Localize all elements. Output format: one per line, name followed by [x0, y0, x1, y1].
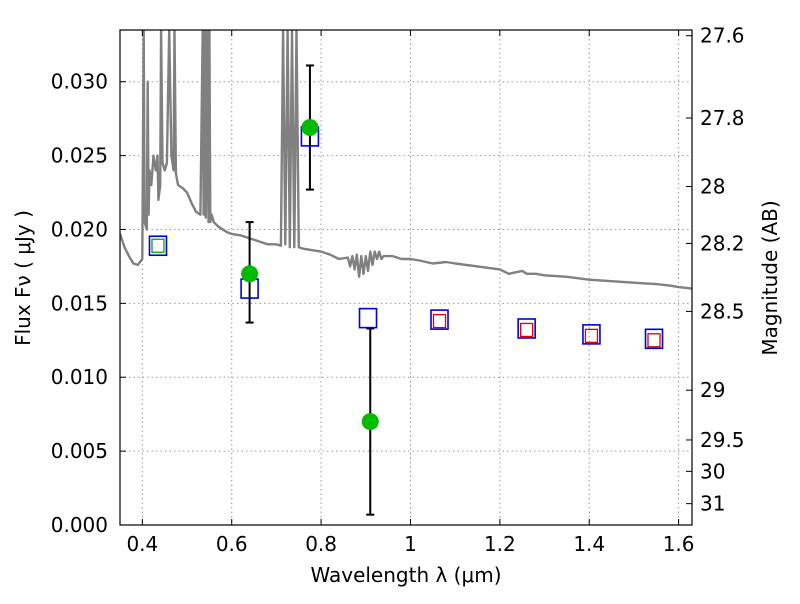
x-axis-title: Wavelength λ (μm): [310, 563, 501, 587]
x-tick-label: 1.4: [573, 532, 605, 556]
y-tick-label: 0.000: [51, 513, 108, 537]
y-tick-label: 0.015: [51, 291, 108, 315]
x-tick-label: 1.6: [663, 532, 695, 556]
model-square-red: [520, 322, 534, 338]
y2-tick-label: 28: [700, 174, 725, 198]
x-tick-label: 0.4: [126, 532, 158, 556]
model-square-red: [432, 313, 447, 329]
observed-point: [361, 413, 379, 431]
y-tick-label: 0.030: [51, 70, 108, 94]
model-square-blue: [358, 307, 378, 329]
y-axis-title: Flux Fν ( μJy ): [11, 210, 35, 346]
x-tick-label: 1.2: [484, 532, 516, 556]
observed-point: [241, 265, 259, 283]
y2-tick-label: 29: [700, 378, 725, 402]
x-tick-label: 0.6: [216, 532, 248, 556]
model-square-green: [151, 238, 165, 253]
y-tick-label: 0.025: [51, 144, 108, 168]
observed-point: [301, 119, 319, 137]
y2-tick-label: 27.6: [700, 24, 745, 48]
model-square-blue: [582, 324, 601, 345]
y2-axis-title: Magnitude (AB): [758, 200, 782, 355]
model-square-blue: [430, 309, 449, 330]
y-tick-label: 0.010: [51, 365, 108, 389]
plot-frame: [119, 29, 693, 526]
spectrum-line: [120, 30, 692, 290]
y2-tick-label: 31: [700, 492, 725, 516]
spectrum-layer: [120, 30, 692, 290]
model-square-blue: [644, 328, 664, 350]
y2-tick-label: 30: [700, 459, 725, 483]
y2-tick-label: 28.5: [700, 299, 745, 323]
x-tick-label: 1: [404, 532, 417, 556]
y2-tick-label: 27.8: [700, 106, 745, 130]
model-square-blue: [517, 318, 536, 339]
y-tick-label: 0.020: [51, 217, 108, 241]
y2-tick-label: 29.5: [700, 428, 745, 452]
model-square-red: [584, 328, 599, 344]
grid-lines: [120, 30, 692, 526]
model-square-red: [647, 333, 661, 348]
y-tick-label: 0.005: [51, 439, 108, 463]
x-tick-label: 0.8: [305, 532, 337, 556]
model-square-blue: [148, 235, 168, 257]
marker-layer: [148, 119, 664, 431]
tick-marks: [120, 30, 692, 526]
y2-tick-label: 28.2: [700, 231, 745, 255]
tick-labels: 0.4 0.6 0.8 1 1.2 1.4 1.6 0.000 0.005 0.010 0.015 0…: [51, 24, 745, 556]
